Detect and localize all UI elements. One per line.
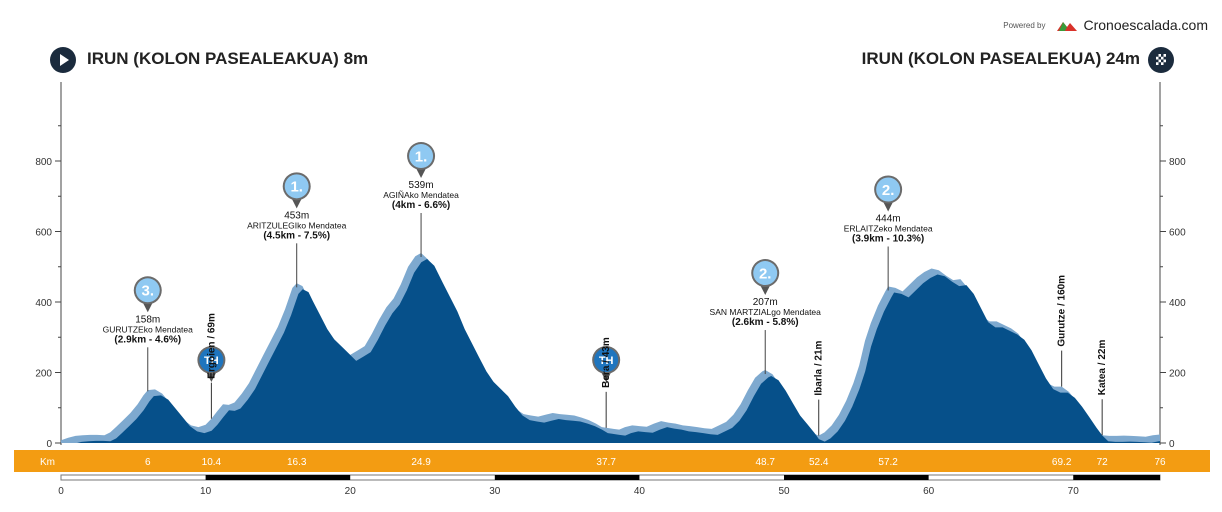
climb-stats: (4km - 6.6%) bbox=[392, 200, 450, 211]
th-marker-disc bbox=[199, 348, 224, 372]
climb-name: SAN MARTZIALgo Mendatea bbox=[710, 307, 822, 317]
scale-bar-segment bbox=[784, 475, 929, 480]
place-label: Ergoien / 69m bbox=[206, 313, 217, 379]
climb-name: ARITZULEGIko Mendatea bbox=[247, 220, 346, 230]
climb-category-marker: 3. bbox=[133, 276, 162, 313]
powered-by: Powered by Cronoescalada.com bbox=[1003, 17, 1208, 33]
km-band-label: Km bbox=[40, 457, 55, 468]
th-marker-disc bbox=[594, 348, 619, 372]
mountain-logo-icon bbox=[1057, 22, 1078, 31]
th-marker: TH bbox=[197, 346, 226, 382]
x-tick-label: 70 bbox=[1068, 486, 1080, 497]
km-mark-label: 57.2 bbox=[878, 457, 898, 468]
km-mark-label: 72 bbox=[1097, 457, 1109, 468]
brand-link[interactable]: Cronoescalada.com bbox=[1083, 17, 1208, 33]
climb-name: GURUTZEko Mendatea bbox=[103, 324, 193, 334]
finish-flag-icon bbox=[1148, 47, 1174, 73]
y-tick-label-left: 800 bbox=[35, 157, 52, 168]
x-tick-label: 40 bbox=[634, 486, 646, 497]
climb-category-marker: 1. bbox=[282, 172, 311, 209]
km-band bbox=[14, 450, 1210, 472]
climb-elevation: 158m bbox=[135, 314, 160, 325]
th-marker-label: TH bbox=[599, 355, 614, 367]
climb-stats: (4.5km - 7.5%) bbox=[263, 230, 330, 241]
climb-category-marker: 2. bbox=[751, 259, 780, 296]
km-mark-label: 10.4 bbox=[202, 457, 222, 468]
climb-category-marker-label: 2. bbox=[759, 265, 772, 282]
climb-category-marker-label: 1. bbox=[290, 179, 303, 196]
km-mark-label: 6 bbox=[145, 457, 151, 468]
climb-category-marker-label: 2. bbox=[882, 182, 895, 199]
x-tick-label: 10 bbox=[200, 486, 212, 497]
km-mark-label: 48.7 bbox=[755, 457, 775, 468]
y-tick-label-left: 600 bbox=[35, 228, 52, 239]
y-tick-label-right: 0 bbox=[1169, 439, 1175, 450]
y-tick-label-right: 400 bbox=[1169, 298, 1186, 309]
y-tick-label-left: 200 bbox=[35, 369, 52, 380]
climb-stats: (2.9km - 4.6%) bbox=[114, 334, 181, 345]
y-tick-label-left: 0 bbox=[46, 439, 52, 450]
y-tick-label-right: 200 bbox=[1169, 369, 1186, 380]
climb-name: ERLAITZeko Mendatea bbox=[844, 223, 933, 233]
climb-elevation: 444m bbox=[876, 213, 901, 224]
km-mark-label: 69.2 bbox=[1052, 457, 1072, 468]
climb-category-marker-disc bbox=[284, 174, 309, 199]
climb-category-marker: 2. bbox=[874, 175, 903, 212]
climb-category-marker-disc bbox=[409, 144, 434, 169]
climb-elevation: 539m bbox=[409, 180, 434, 191]
x-tick-label: 60 bbox=[923, 486, 935, 497]
scale-bar-segment bbox=[205, 475, 351, 480]
km-mark-label: 16.3 bbox=[287, 457, 307, 468]
start-play-icon bbox=[50, 47, 76, 73]
place-label: Gurutze / 160m bbox=[1057, 275, 1068, 347]
climb-category-marker-disc bbox=[753, 261, 778, 286]
y-tick-label-right: 800 bbox=[1169, 157, 1186, 168]
climb-category-marker-disc bbox=[135, 278, 160, 303]
km-mark-label: 52.4 bbox=[809, 457, 829, 468]
km-mark-label: 37.7 bbox=[596, 457, 616, 468]
climb-stats: (2.6km - 5.8%) bbox=[732, 317, 799, 328]
y-tick-label-right: 600 bbox=[1169, 228, 1186, 239]
powered-by-text: Powered by bbox=[1003, 20, 1046, 30]
climb-name: AGIÑAko Mendatea bbox=[383, 190, 459, 200]
km-mark-label: 24.9 bbox=[411, 457, 431, 468]
climb-category-marker: 1. bbox=[407, 142, 436, 179]
climb-category-marker-label: 1. bbox=[415, 148, 428, 165]
start-label: IRUN (KOLON PASEALEAKUA) 8m bbox=[87, 49, 369, 68]
x-tick-label: 30 bbox=[489, 486, 501, 497]
place-label: Ibarla / 21m bbox=[814, 340, 825, 395]
climb-elevation: 207m bbox=[753, 297, 778, 308]
climb-category-marker-label: 3. bbox=[142, 283, 155, 300]
th-marker-label: TH bbox=[204, 355, 219, 367]
km-mark-label: 76 bbox=[1154, 457, 1166, 468]
profile-area bbox=[61, 259, 1160, 443]
climb-stats: (3.9km - 10.3%) bbox=[852, 233, 924, 244]
x-tick-label: 20 bbox=[345, 486, 357, 497]
y-tick-label-left: 400 bbox=[35, 298, 52, 309]
place-label: Katea / 22m bbox=[1097, 340, 1108, 396]
scale-bar-segment bbox=[1073, 475, 1160, 480]
scale-bar-segment bbox=[494, 475, 640, 480]
place-label: Bera / 43m bbox=[601, 337, 612, 388]
climb-elevation: 453m bbox=[284, 210, 309, 221]
climb-category-marker-disc bbox=[876, 177, 901, 202]
x-tick-label: 0 bbox=[58, 486, 64, 497]
x-tick-label: 50 bbox=[778, 486, 790, 497]
finish-label: IRUN (KOLON PASEALEKUA) 24m bbox=[861, 49, 1140, 68]
th-marker: TH bbox=[592, 346, 621, 382]
